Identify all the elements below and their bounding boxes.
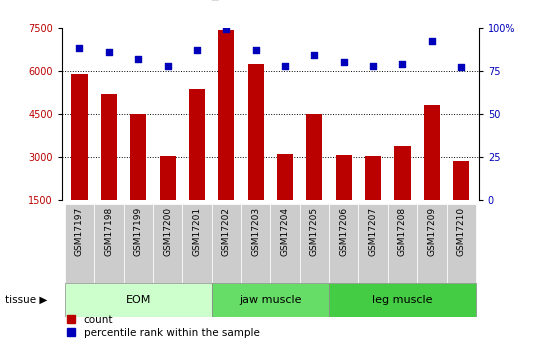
Point <box>457 65 465 70</box>
Text: GSM17202: GSM17202 <box>222 207 231 256</box>
Text: GSM17204: GSM17204 <box>280 207 289 256</box>
Bar <box>94 204 124 283</box>
Bar <box>65 283 211 317</box>
Bar <box>159 156 175 200</box>
Bar <box>101 94 117 200</box>
Point <box>193 47 201 53</box>
Text: tissue ▶: tissue ▶ <box>5 295 48 305</box>
Text: GSM17206: GSM17206 <box>339 207 348 256</box>
Bar <box>182 204 211 283</box>
Point <box>310 52 318 58</box>
Bar <box>329 204 358 283</box>
Text: GSM17198: GSM17198 <box>104 207 114 256</box>
Bar <box>211 204 241 283</box>
Bar <box>300 204 329 283</box>
Bar <box>394 146 410 200</box>
Point <box>398 61 407 67</box>
Bar <box>365 156 381 200</box>
Bar <box>388 204 417 283</box>
Point <box>163 63 172 68</box>
Bar <box>358 204 388 283</box>
Bar <box>417 204 447 283</box>
Legend: count, percentile rank within the sample: count, percentile rank within the sample <box>67 315 260 338</box>
Bar <box>72 73 88 200</box>
Bar <box>329 283 476 317</box>
Point <box>251 47 260 53</box>
Text: GSM17207: GSM17207 <box>369 207 378 256</box>
Bar <box>211 283 329 317</box>
Text: GSM17210: GSM17210 <box>457 207 466 256</box>
Text: GSM17199: GSM17199 <box>134 207 143 256</box>
Text: GSM17205: GSM17205 <box>310 207 319 256</box>
Bar <box>336 155 352 200</box>
Point <box>339 59 348 65</box>
Text: EOM: EOM <box>125 295 151 305</box>
Bar <box>447 204 476 283</box>
Bar <box>65 204 94 283</box>
Bar <box>241 204 271 283</box>
Bar <box>247 63 264 200</box>
Bar <box>271 204 300 283</box>
Bar <box>218 30 235 200</box>
Text: GSM17201: GSM17201 <box>193 207 201 256</box>
Bar <box>306 115 322 200</box>
Bar <box>277 154 293 200</box>
Point <box>428 39 436 44</box>
Bar <box>124 204 153 283</box>
Text: GSM17208: GSM17208 <box>398 207 407 256</box>
Bar <box>453 161 469 200</box>
Text: leg muscle: leg muscle <box>372 295 433 305</box>
Text: GSM17209: GSM17209 <box>427 207 436 256</box>
Bar <box>189 89 205 200</box>
Point <box>369 63 378 68</box>
Bar <box>424 105 440 200</box>
Point <box>134 56 143 61</box>
Text: jaw muscle: jaw muscle <box>239 295 302 305</box>
Point <box>222 27 231 32</box>
Bar <box>153 204 182 283</box>
Point <box>281 63 289 68</box>
Text: GSM17197: GSM17197 <box>75 207 84 256</box>
Point <box>75 46 84 51</box>
Text: GSM17203: GSM17203 <box>251 207 260 256</box>
Bar <box>130 115 146 200</box>
Point <box>104 49 113 55</box>
Text: GSM17200: GSM17200 <box>163 207 172 256</box>
